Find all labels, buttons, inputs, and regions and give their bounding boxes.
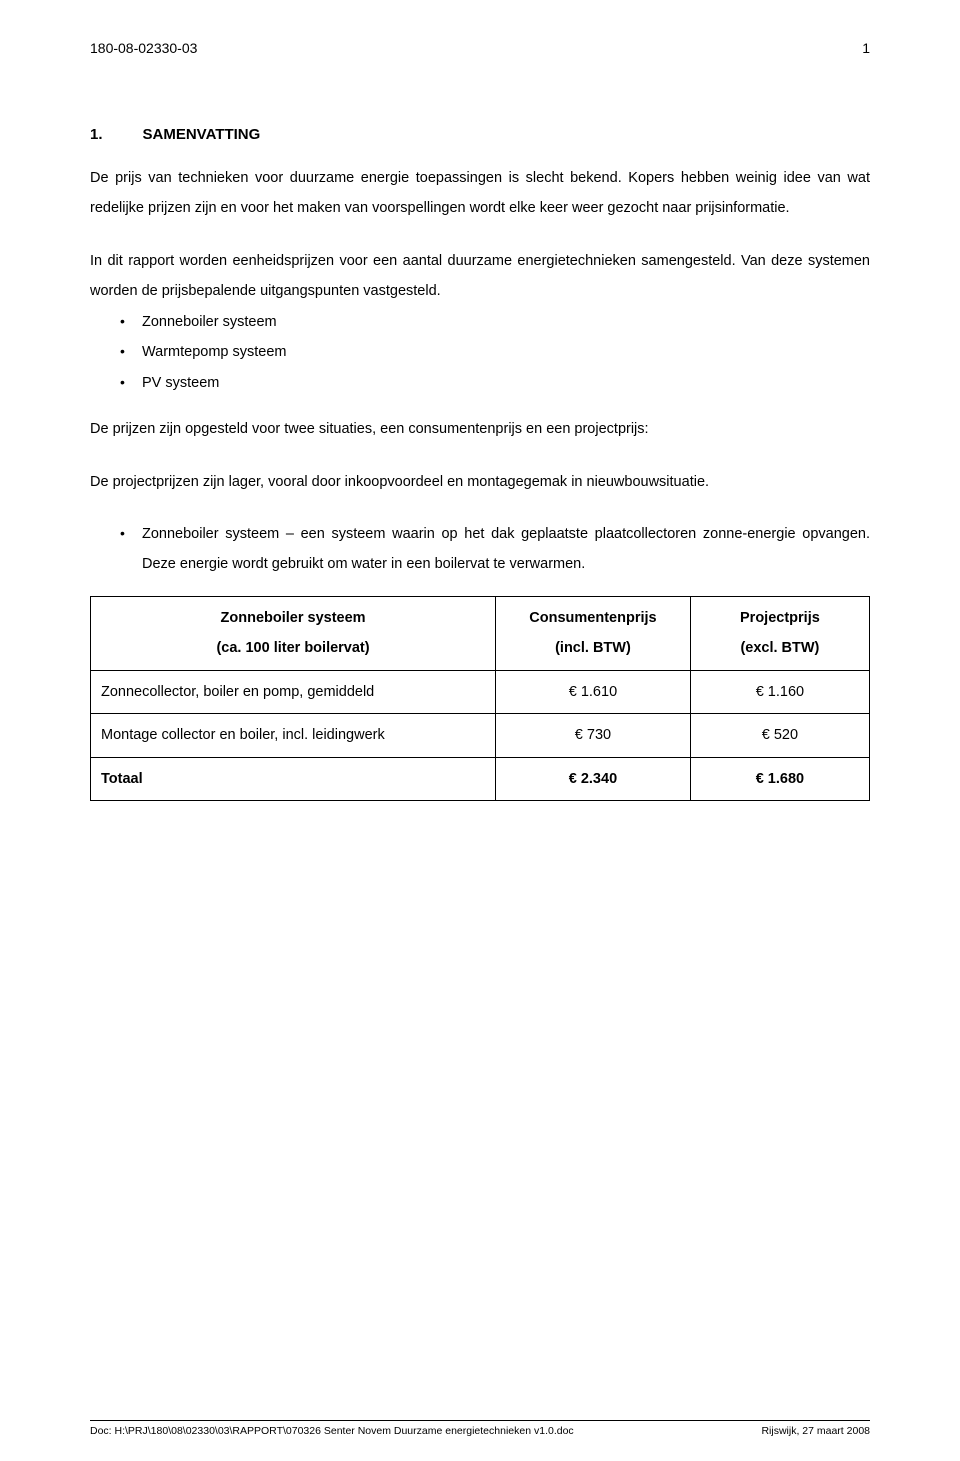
cell-consumer: € 2.340 <box>496 757 691 800</box>
cell-consumer: € 730 <box>496 714 691 757</box>
paragraph-situations: De prijzen zijn opgesteld voor twee situ… <box>90 414 870 444</box>
table-header-project: Projectprijs (excl. BTW) <box>690 596 869 670</box>
cell-project: € 1.680 <box>690 757 869 800</box>
section-title: SAMENVATTING <box>143 126 261 143</box>
cell-consumer: € 1.610 <box>496 670 691 713</box>
page-header: 180-08-02330-03 1 <box>90 40 870 56</box>
systems-list: Zonneboiler systeem Warmtepomp systeem P… <box>90 307 870 398</box>
description-list: Zonneboiler systeem – een systeem waarin… <box>90 519 870 580</box>
footer-date: Rijswijk, 27 maart 2008 <box>761 1425 870 1437</box>
list-item: Zonneboiler systeem – een systeem waarin… <box>120 519 870 580</box>
price-table: Zonneboiler systeem (ca. 100 liter boile… <box>90 596 870 801</box>
cell-label: Totaal <box>91 757 496 800</box>
paragraph-projectprice: De projectprijzen zijn lager, vooral doo… <box>90 467 870 497</box>
th-line2: (excl. BTW) <box>701 633 859 663</box>
list-item: PV systeem <box>120 368 870 398</box>
table-row: Zonnecollector, boiler en pomp, gemiddel… <box>91 670 870 713</box>
table-header-row: Zonneboiler systeem (ca. 100 liter boile… <box>91 596 870 670</box>
footer-doc-path: Doc: H:\PRJ\180\08\02330\03\RAPPORT\0703… <box>90 1425 574 1437</box>
th-line1: Zonneboiler systeem <box>101 603 485 633</box>
th-line1: Projectprijs <box>701 603 859 633</box>
page-footer: Doc: H:\PRJ\180\08\02330\03\RAPPORT\0703… <box>0 1420 960 1437</box>
section-number: 1. <box>90 126 103 143</box>
doc-id: 180-08-02330-03 <box>90 40 197 56</box>
cell-label: Zonnecollector, boiler en pomp, gemiddel… <box>91 670 496 713</box>
table-row: Montage collector en boiler, incl. leidi… <box>91 714 870 757</box>
page: 180-08-02330-03 1 1. SAMENVATTING De pri… <box>0 0 960 1461</box>
cell-project: € 1.160 <box>690 670 869 713</box>
list-item: Warmtepomp systeem <box>120 337 870 367</box>
paragraph-intro: De prijs van technieken voor duurzame en… <box>90 163 870 224</box>
body: De prijs van technieken voor duurzame en… <box>90 163 870 801</box>
cell-label: Montage collector en boiler, incl. leidi… <box>91 714 496 757</box>
table-header-system: Zonneboiler systeem (ca. 100 liter boile… <box>91 596 496 670</box>
page-number: 1 <box>862 40 870 56</box>
paragraph-report: In dit rapport worden eenheidsprijzen vo… <box>90 246 870 307</box>
section-heading: 1. SAMENVATTING <box>90 126 870 143</box>
table-row-total: Totaal € 2.340 € 1.680 <box>91 757 870 800</box>
th-line1: Consumentenprijs <box>506 603 680 633</box>
list-item: Zonneboiler systeem <box>120 307 870 337</box>
table-header-consumer: Consumentenprijs (incl. BTW) <box>496 596 691 670</box>
th-line2: (ca. 100 liter boilervat) <box>101 633 485 663</box>
th-line2: (incl. BTW) <box>506 633 680 663</box>
cell-project: € 520 <box>690 714 869 757</box>
footer-divider <box>90 1420 870 1421</box>
